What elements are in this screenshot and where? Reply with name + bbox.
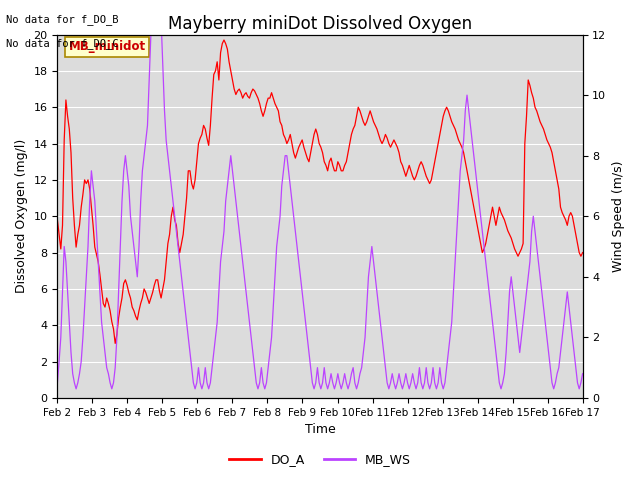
DO_A: [220, 37, 228, 43]
MB_WS: [200, 380, 207, 385]
Title: Mayberry miniDot Dissolved Oxygen: Mayberry miniDot Dissolved Oxygen: [168, 15, 472, 33]
DO_A: [307, 150, 314, 156]
DO_A: [285, 137, 292, 143]
X-axis label: Time: Time: [305, 423, 335, 436]
MB_WS: [538, 289, 546, 295]
DO_A: [579, 250, 586, 255]
MB_WS: [285, 168, 292, 174]
Line: MB_WS: MB_WS: [58, 0, 582, 389]
Text: MB_minidot: MB_minidot: [68, 40, 146, 53]
MB_WS: [222, 198, 230, 204]
MB_WS: [115, 289, 122, 295]
DO_A: [54, 217, 61, 223]
DO_A: [538, 122, 546, 128]
Y-axis label: Dissolved Oxygen (mg/l): Dissolved Oxygen (mg/l): [15, 139, 28, 293]
Y-axis label: Wind Speed (m/s): Wind Speed (m/s): [612, 160, 625, 272]
Line: DO_A: DO_A: [58, 40, 582, 343]
Legend: DO_A, MB_WS: DO_A, MB_WS: [224, 448, 416, 471]
DO_A: [115, 315, 122, 321]
Text: No data for f_DO_C: No data for f_DO_C: [6, 38, 119, 49]
DO_A: [198, 132, 205, 137]
MB_WS: [72, 386, 80, 392]
DO_A: [111, 340, 119, 346]
MB_WS: [579, 371, 586, 377]
DO_A: [222, 41, 230, 47]
MB_WS: [54, 380, 61, 385]
Text: No data for f_DO_B: No data for f_DO_B: [6, 14, 119, 25]
MB_WS: [307, 365, 314, 371]
